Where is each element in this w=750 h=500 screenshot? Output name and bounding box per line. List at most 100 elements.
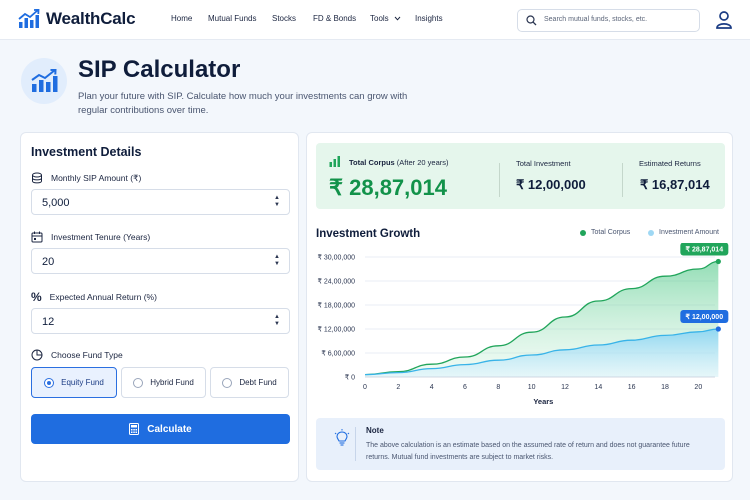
monthly-sip-label: Monthly SIP Amount (₹) <box>31 172 141 184</box>
stepper-icon[interactable]: ▲ ▼ <box>274 254 280 267</box>
fund-option-label: Hybrid Fund <box>150 378 194 387</box>
fund-option-equity[interactable]: Equity Fund <box>31 367 117 398</box>
brand-name: WealthCalc <box>46 9 136 28</box>
summary-divider <box>622 163 623 197</box>
x-tick-label: 0 <box>363 384 367 391</box>
top-navigation-bar: WealthCalc Home Mutual Funds Stocks FD &… <box>0 0 750 40</box>
fund-option-debt[interactable]: Debt Fund <box>210 367 289 398</box>
stepper-icon[interactable]: ▲ ▼ <box>274 195 280 208</box>
summary-divider <box>499 163 500 197</box>
nav-mutual-funds[interactable]: Mutual Funds <box>208 14 257 23</box>
series-end-label-0: ₹ 28,87,014 <box>686 246 724 254</box>
calculate-button-label: Calculate <box>147 423 192 435</box>
estimated-returns-label: Estimated Returns <box>639 159 701 168</box>
monthly-sip-input[interactable]: 5,000 ▲ ▼ <box>31 189 290 215</box>
series-line-1 <box>364 328 719 376</box>
fund-option-label: Equity Fund <box>61 378 104 387</box>
nav-tools[interactable]: Tools <box>370 14 401 23</box>
logo[interactable]: WealthCalc <box>18 9 136 29</box>
fund-type-label: Choose Fund Type <box>31 349 123 361</box>
tenure-label-text: Investment Tenure (Years) <box>51 232 151 242</box>
x-tick-label: 2 <box>396 384 400 391</box>
pie-chart-icon <box>31 349 43 361</box>
x-tick-label: 14 <box>594 384 602 391</box>
coins-icon <box>32 172 42 184</box>
total-corpus-sub: (After 20 years) <box>396 158 449 167</box>
series-end-label-bg-0 <box>680 243 729 256</box>
legend-dot <box>580 229 586 236</box>
total-corpus-label-text: Total Corpus <box>349 158 395 167</box>
return-input[interactable]: 12 ▲ ▼ <box>31 308 290 334</box>
estimated-returns-value: ₹ 16,87,014 <box>640 177 710 192</box>
page-title: SIP Calculator <box>78 56 241 83</box>
tenure-label: Investment Tenure (Years) <box>31 231 150 243</box>
y-tick-label: ₹ 24,00,000 <box>317 278 355 286</box>
summary-panel: Total Corpus (After 20 years) ₹ 28,87,01… <box>316 143 725 209</box>
x-tick-label: 18 <box>661 384 669 391</box>
legend-label: Investment Amount <box>659 229 719 236</box>
calendar-icon <box>31 231 43 243</box>
x-axis-label: Years <box>533 397 553 406</box>
x-tick-label: 20 <box>694 384 702 391</box>
tenure-value: 20 <box>42 256 55 268</box>
search-placeholder: Search mutual funds, stocks, etc. <box>544 16 648 23</box>
investment-growth-chart: ₹ 0 ₹ 6,00,000 ₹ 12,00,000 ₹ 18,00,000 ₹ 24,… <box>317 243 729 406</box>
calculator-icon <box>129 423 140 435</box>
sip-growth-icon <box>21 58 67 104</box>
bar-chart-icon <box>329 156 340 167</box>
nav-fd-bonds[interactable]: FD & Bonds <box>313 14 357 23</box>
series-line-0 <box>364 260 719 376</box>
radio-selected-icon <box>44 377 55 388</box>
legend-dot <box>648 229 654 236</box>
nav-insights[interactable]: Insights <box>415 14 443 23</box>
results-card: Total Corpus (After 20 years) ₹ 28,87,01… <box>306 132 733 482</box>
search-input[interactable]: Search mutual funds, stocks, etc. <box>517 9 700 32</box>
monthly-sip-label-text: Monthly SIP Amount (₹) <box>51 172 142 183</box>
nav-stocks[interactable]: Stocks <box>272 14 297 23</box>
user-icon[interactable] <box>715 10 733 30</box>
y-tick-label: ₹ 0 <box>345 374 355 382</box>
x-tick-label: 4 <box>430 384 434 391</box>
radio-icon <box>222 377 233 388</box>
x-tick-label: 8 <box>496 384 500 391</box>
x-tick-label: 12 <box>561 384 569 391</box>
chart-title: Investment Growth <box>316 228 421 240</box>
total-corpus-label: Total Corpus (After 20 years) <box>349 158 448 167</box>
percent-icon: % <box>31 290 42 304</box>
series-end-label-bg-1 <box>680 310 729 323</box>
y-tick-label: ₹ 12,00,000 <box>317 326 355 334</box>
x-tick-label: 6 <box>463 384 467 391</box>
monthly-sip-value: 5,000 <box>42 197 70 209</box>
investment-details-card: Investment Details Monthly SIP Amount (₹… <box>20 132 299 482</box>
calculate-button[interactable]: Calculate <box>31 414 290 444</box>
legend-investment-amount: Investment Amount <box>648 229 719 236</box>
series-endpoint-0 <box>715 258 721 265</box>
x-tick-label: 16 <box>628 384 636 391</box>
return-value: 12 <box>42 316 55 328</box>
fund-option-hybrid[interactable]: Hybrid Fund <box>121 367 206 398</box>
chevron-down-icon <box>394 16 401 21</box>
search-icon <box>526 15 537 26</box>
series-endpoint-1 <box>715 326 721 332</box>
y-tick-label: ₹ 18,00,000 <box>317 302 355 310</box>
legend-label: Total Corpus <box>591 229 631 236</box>
total-investment-value: ₹ 12,00,000 <box>516 177 586 192</box>
fund-option-label: Debt Fund <box>239 378 277 387</box>
lightbulb-icon <box>334 429 350 446</box>
note-body: The above calculation is an estimate bas… <box>366 442 690 461</box>
logo-icon <box>18 9 40 28</box>
tenure-input[interactable]: 20 ▲ ▼ <box>31 248 290 274</box>
note-title: Note <box>366 426 384 435</box>
investment-details-title: Investment Details <box>31 145 142 159</box>
series-area-1 <box>365 329 719 377</box>
stepper-icon[interactable]: ▲ ▼ <box>274 314 280 327</box>
radio-icon <box>133 377 144 388</box>
y-tick-label: ₹ 30,00,000 <box>317 254 355 262</box>
legend-total-corpus: Total Corpus <box>580 229 630 236</box>
total-corpus-value: ₹ 28,87,014 <box>329 175 447 200</box>
nav-home[interactable]: Home <box>171 14 193 23</box>
page-subtitle: Plan your future with SIP. Calculate how… <box>78 91 408 116</box>
y-tick-label: ₹ 6,00,000 <box>321 350 355 358</box>
nav-tools-label: Tools <box>370 14 389 23</box>
total-investment-label: Total Investment <box>516 159 571 168</box>
